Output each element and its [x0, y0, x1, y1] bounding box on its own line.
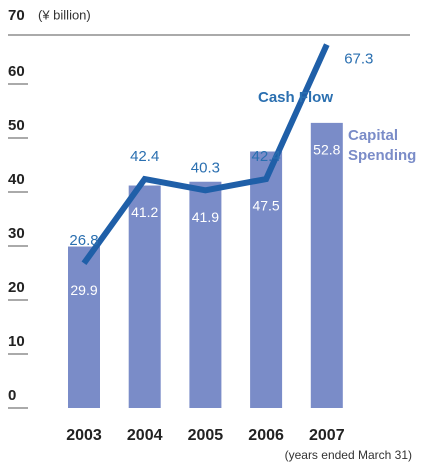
bar-value-label: 52.8	[313, 142, 340, 158]
bar-value-label: 29.9	[70, 282, 97, 298]
y-tick-label: 30	[8, 225, 25, 242]
footnote: (years ended March 31)	[285, 448, 412, 462]
bar-value-label: 47.5	[252, 198, 279, 214]
bar	[128, 185, 161, 408]
bar	[68, 246, 100, 408]
legend-label-line: Capital	[348, 127, 402, 144]
bar	[250, 151, 283, 408]
x-tick-label: 2007	[309, 427, 345, 444]
y-tick-label: 40	[8, 171, 25, 188]
y-tick-label: 50	[8, 117, 25, 134]
y-tick-label: 0	[8, 387, 16, 404]
y-tick-label: 60	[8, 63, 25, 80]
x-tick-label: 2006	[248, 427, 284, 444]
y-tick-label: 10	[8, 333, 25, 350]
x-tick-label: 2003	[66, 427, 102, 444]
unit-label: (¥ billion)	[38, 7, 91, 22]
x-tick-label: 2004	[127, 427, 163, 444]
line-value-label: 26.8	[69, 232, 98, 249]
line-value-label: 67.3	[344, 51, 373, 68]
bar	[189, 181, 222, 408]
legend-label-line: Spending	[348, 147, 416, 164]
legend-label: Capital Spending	[348, 127, 416, 164]
bar-value-label: 41.9	[192, 209, 219, 225]
y-tick-label: 70	[8, 7, 25, 24]
y-tick-label: 20	[8, 279, 25, 296]
legend-label: Cash Flow	[258, 89, 333, 106]
bar	[310, 122, 343, 408]
line	[81, 43, 330, 266]
bar-value-label: 41.2	[131, 204, 158, 220]
line-value-label: 42.4	[130, 148, 159, 165]
line-value-label: 40.3	[191, 159, 220, 176]
x-tick-label: 2005	[188, 427, 224, 444]
line-value-label: 42.4	[251, 148, 280, 165]
